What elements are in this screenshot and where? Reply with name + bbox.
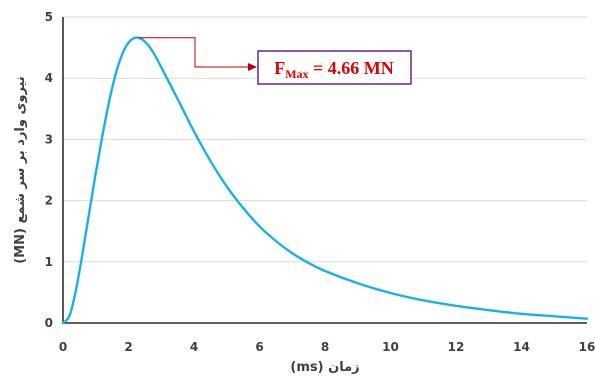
y-tick-label: 0	[45, 316, 53, 330]
x-tick-label: 8	[321, 340, 329, 354]
y-tick-labels: 0 1 2 3 4 5	[45, 10, 53, 330]
annotation-arrowhead	[248, 63, 257, 71]
max-annotation: FMax = 4.66 MN	[138, 37, 412, 85]
series-line	[61, 36, 589, 325]
axes	[62, 17, 587, 324]
annotation-suffix: = 4.66 MN	[309, 58, 394, 78]
y-tick-label: 5	[45, 10, 53, 24]
x-tick-label: 16	[579, 340, 595, 354]
x-tick-label: 14	[513, 340, 530, 354]
y-tick-label: 2	[45, 194, 53, 208]
y-axis-title: نیروی وارد بر سر شمع (MN)	[13, 76, 28, 264]
gridlines	[63, 16, 587, 263]
x-tick-label: 12	[448, 340, 465, 354]
annotation-leader-line	[138, 37, 249, 68]
x-axis-title: زمان (ms)	[290, 360, 359, 375]
annotation-prefix: F	[274, 58, 285, 78]
annotation-subscript: Max	[285, 67, 308, 81]
y-tick-label: 3	[45, 132, 53, 146]
x-tick-label: 4	[190, 340, 198, 354]
x-tick-label: 0	[59, 340, 67, 354]
x-tick-labels: 0 2 4 6 8 10 12 14 16	[59, 340, 595, 354]
annotation-box	[257, 50, 412, 85]
y-tick-label: 1	[45, 255, 53, 269]
annotation-text: FMax = 4.66 MN	[274, 58, 394, 81]
x-tick-label: 6	[255, 340, 263, 354]
x-tick-label: 10	[382, 340, 399, 354]
y-tick-label: 4	[45, 71, 53, 85]
x-tick-label: 2	[124, 340, 132, 354]
